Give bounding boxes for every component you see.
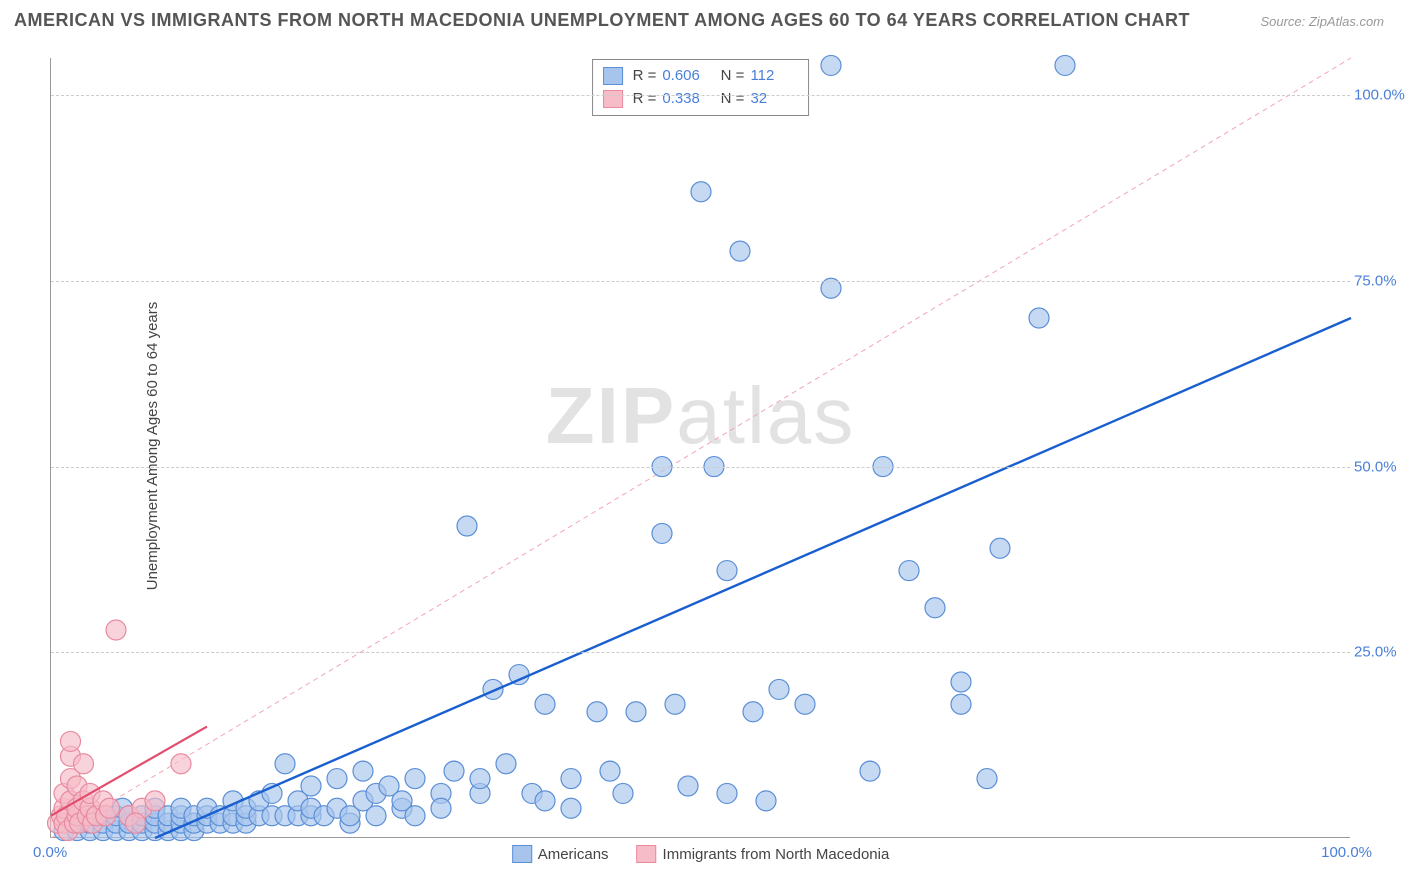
legend-swatch (637, 845, 657, 863)
legend-row: R =0.606 N = 112 (603, 65, 795, 88)
gridline (51, 467, 1350, 468)
correlation-legend: R =0.606 N =112R =0.338 N = 32 (592, 59, 810, 116)
y-tick-label: 100.0% (1354, 87, 1400, 104)
legend-swatch (512, 845, 532, 863)
gridline (51, 95, 1350, 96)
data-point (444, 761, 464, 781)
legend-swatch (603, 67, 623, 85)
data-point (600, 761, 620, 781)
data-point (743, 702, 763, 722)
legend-item: Immigrants from North Macedonia (637, 845, 890, 863)
data-point (561, 769, 581, 789)
data-point (483, 679, 503, 699)
data-point (951, 672, 971, 692)
data-point (496, 754, 516, 774)
data-point (535, 694, 555, 714)
data-point (457, 516, 477, 536)
data-point (74, 754, 94, 774)
data-point (106, 620, 126, 640)
data-point (795, 694, 815, 714)
data-point (470, 769, 490, 789)
y-tick-label: 25.0% (1354, 644, 1400, 661)
r-value: 0.338 (662, 88, 706, 111)
data-point (717, 783, 737, 803)
identity-line (51, 58, 1351, 838)
data-point (275, 754, 295, 774)
legend-label: Americans (538, 846, 609, 863)
legend-swatch (603, 90, 623, 108)
n-value: 112 (750, 65, 794, 88)
data-point (613, 783, 633, 803)
data-point (977, 769, 997, 789)
legend-item: Americans (512, 845, 609, 863)
data-point (353, 761, 373, 781)
data-point (860, 761, 880, 781)
data-point (405, 806, 425, 826)
n-label: N = (712, 65, 744, 88)
data-point (678, 776, 698, 796)
data-point (990, 538, 1010, 558)
data-point (691, 182, 711, 202)
data-point (126, 813, 146, 833)
data-point (535, 791, 555, 811)
y-tick-label: 75.0% (1354, 272, 1400, 289)
data-point (1055, 55, 1075, 75)
trend-line (155, 318, 1351, 838)
x-tick-min: 0.0% (33, 844, 67, 861)
chart-svg (51, 58, 1350, 837)
data-point (100, 798, 120, 818)
data-point (665, 694, 685, 714)
data-point (1029, 308, 1049, 328)
data-point (587, 702, 607, 722)
data-point (821, 55, 841, 75)
data-point (769, 679, 789, 699)
n-value: 32 (750, 88, 794, 111)
data-point (405, 769, 425, 789)
data-point (327, 769, 347, 789)
data-point (925, 598, 945, 618)
data-point (301, 776, 321, 796)
data-point (145, 791, 165, 811)
data-point (431, 798, 451, 818)
data-point (626, 702, 646, 722)
data-point (730, 241, 750, 261)
data-point (171, 754, 191, 774)
data-point (951, 694, 971, 714)
r-label: R = (633, 88, 657, 111)
data-point (899, 561, 919, 581)
series-legend: Americans Immigrants from North Macedonia (512, 845, 890, 863)
data-point (561, 798, 581, 818)
x-tick-max: 100.0% (1321, 844, 1372, 861)
chart-title: AMERICAN VS IMMIGRANTS FROM NORTH MACEDO… (14, 10, 1190, 31)
r-value: 0.606 (662, 65, 706, 88)
legend-row: R =0.338 N = 32 (603, 88, 795, 111)
data-point (756, 791, 776, 811)
y-tick-label: 50.0% (1354, 458, 1400, 475)
data-point (717, 561, 737, 581)
legend-label: Immigrants from North Macedonia (663, 846, 890, 863)
r-label: R = (633, 65, 657, 88)
data-point (61, 731, 81, 751)
source-citation: Source: ZipAtlas.com (1260, 14, 1384, 29)
data-point (366, 806, 386, 826)
plot-area: ZIPatlas R =0.606 N =112R =0.338 N = 32 … (50, 58, 1350, 838)
n-label: N = (712, 88, 744, 111)
gridline (51, 652, 1350, 653)
gridline (51, 281, 1350, 282)
data-point (652, 523, 672, 543)
